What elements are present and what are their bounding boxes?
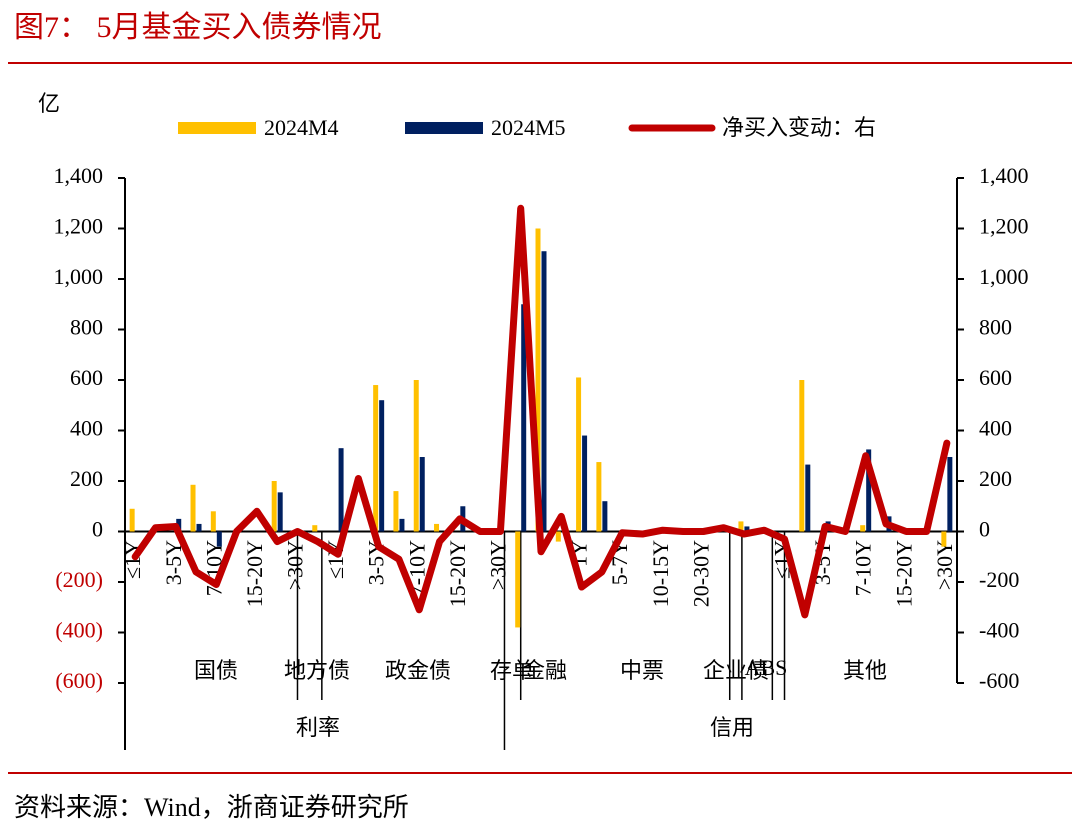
group-label: 企业债 xyxy=(703,658,769,683)
bar xyxy=(277,492,283,532)
y2-tick-label: 1,400 xyxy=(979,163,1029,188)
y-tick-label: 200 xyxy=(70,466,103,491)
group-label: 其他 xyxy=(843,658,887,683)
x-tick-label: 20-30Y xyxy=(688,540,713,607)
x-tick-label: 10-15Y xyxy=(648,540,673,607)
legend-label: 2024M4 xyxy=(264,115,339,140)
y-tick-label: 800 xyxy=(70,315,103,340)
bar xyxy=(602,501,608,532)
y-tick-label: (600) xyxy=(55,668,103,693)
x-tick-label: 15-20Y xyxy=(445,540,470,607)
x-tick-label: >30Y xyxy=(932,540,957,590)
y2-tick-label: 800 xyxy=(979,315,1012,340)
super-group-label: 利率 xyxy=(296,715,340,740)
group-label: 中票 xyxy=(620,658,664,683)
group-label: 政金债 xyxy=(385,658,451,683)
chart-title: 图7： 5月基金买入债券情况 xyxy=(14,11,382,44)
bar xyxy=(312,525,318,532)
y2-tick-label: 200 xyxy=(979,466,1012,491)
y-unit: 亿 xyxy=(38,91,60,116)
bar xyxy=(941,531,947,547)
x-tick-label: 15-20Y xyxy=(242,540,267,607)
bar xyxy=(413,380,419,532)
y2-tick-label: 600 xyxy=(979,365,1012,390)
bar xyxy=(947,457,953,532)
bar xyxy=(805,464,811,532)
bar xyxy=(271,481,277,532)
x-tick-label: 7-10Y xyxy=(851,540,876,596)
y2-tick-label: 0 xyxy=(979,517,990,542)
bar xyxy=(190,484,196,532)
y-tick-label: (200) xyxy=(55,567,103,592)
bar xyxy=(373,385,379,532)
legend-swatch xyxy=(405,122,483,134)
y-tick-label: 600 xyxy=(70,365,103,390)
super-group-label: 信用 xyxy=(710,715,754,740)
y-tick-label: 400 xyxy=(70,416,103,441)
x-tick-label: 5-7Y xyxy=(607,540,632,585)
bar xyxy=(541,251,547,532)
bar xyxy=(576,377,582,532)
bar xyxy=(738,521,744,532)
y-tick-label: 0 xyxy=(92,517,103,542)
bar xyxy=(338,448,344,532)
bar xyxy=(866,449,872,532)
bar xyxy=(860,525,866,532)
bar xyxy=(399,518,405,532)
x-tick-label: >30Y xyxy=(283,540,308,590)
y-tick-label: 1,000 xyxy=(54,264,104,289)
bar xyxy=(434,523,440,532)
bar xyxy=(596,462,602,532)
y2-tick-label: -200 xyxy=(979,567,1019,592)
source: 资料来源：Wind，浙商证券研究所 xyxy=(14,793,409,822)
group-label: 地方债 xyxy=(284,658,350,683)
y2-tick-label: 1,000 xyxy=(979,264,1029,289)
y2-tick-label: -400 xyxy=(979,618,1019,643)
group-label: 存单 xyxy=(490,658,534,683)
y-tick-label: (400) xyxy=(55,618,103,643)
bar xyxy=(521,304,527,532)
bar xyxy=(515,531,521,628)
bar xyxy=(216,531,222,547)
bar xyxy=(379,400,385,532)
bar xyxy=(555,531,561,542)
bar xyxy=(210,511,216,532)
group-label: 金融 xyxy=(523,658,567,683)
x-tick-label: >30Y xyxy=(485,540,510,590)
bar xyxy=(744,526,750,532)
group-label: 国债 xyxy=(194,658,238,683)
y2-tick-label: -600 xyxy=(979,668,1019,693)
bar xyxy=(535,228,541,532)
bar xyxy=(129,508,135,532)
legend-swatch xyxy=(178,122,256,134)
group-label: ABS xyxy=(745,655,788,680)
line xyxy=(131,204,951,619)
y2-tick-label: 1,200 xyxy=(979,214,1029,239)
bar xyxy=(196,523,202,532)
bar xyxy=(799,380,805,532)
bar xyxy=(393,491,399,532)
bar xyxy=(582,435,588,532)
y2-tick-label: 400 xyxy=(979,416,1012,441)
legend-label: 净买入变动：右 xyxy=(722,115,876,140)
x-tick-label: 15-20Y xyxy=(891,540,916,607)
legend-label: 2024M5 xyxy=(491,115,566,140)
y-tick-label: 1,400 xyxy=(54,163,104,188)
y-tick-label: 1,200 xyxy=(54,214,104,239)
bar xyxy=(419,457,425,532)
